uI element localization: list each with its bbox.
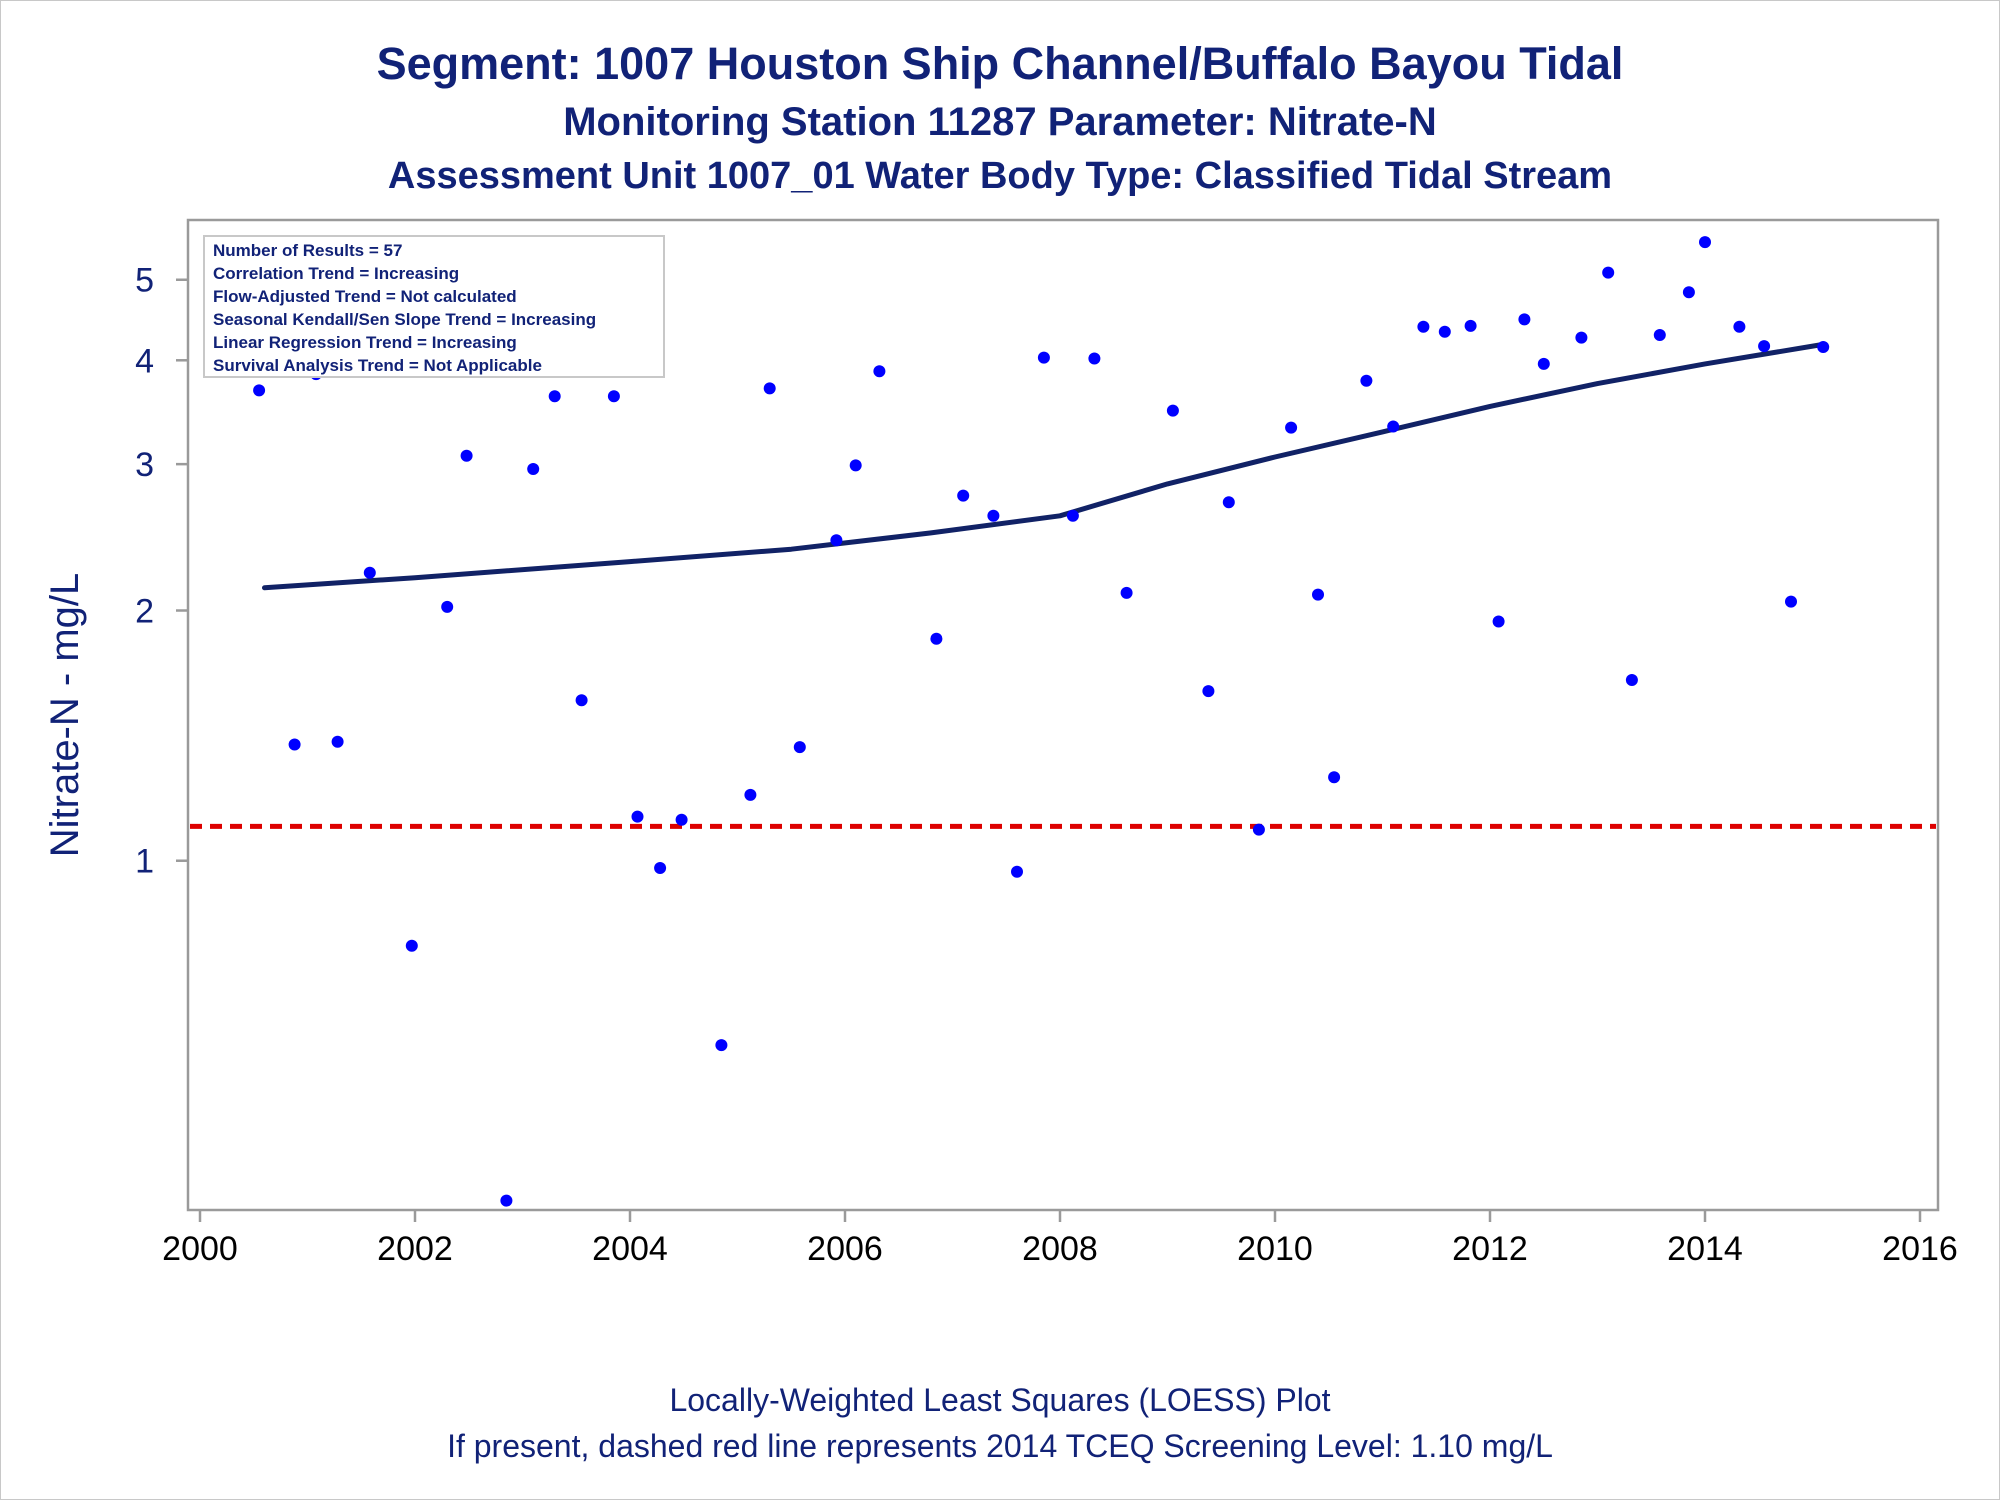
x-tick-label-2006: 2006: [807, 1230, 883, 1268]
data-point: [873, 365, 886, 378]
data-point: [987, 509, 1000, 522]
x-axis: 2000 2002 2004 2006 2008 2010 2012 2014 2016: [162, 1210, 1958, 1268]
data-point: [1492, 615, 1505, 628]
data-point: [1066, 509, 1079, 522]
data-point: [460, 449, 473, 462]
data-point: [288, 738, 301, 751]
x-tick-label-2002: 2002: [377, 1230, 453, 1268]
footnote-screening: If present, dashed red line represents 2…: [447, 1428, 1553, 1464]
data-point: [763, 382, 776, 395]
stats-line-flow-adjusted: Flow-Adjusted Trend = Not calculated: [213, 287, 517, 306]
data-point: [1733, 320, 1746, 333]
x-tick-label-2012: 2012: [1452, 1230, 1528, 1268]
data-point: [1653, 329, 1666, 341]
data-point: [1699, 236, 1711, 249]
data-point: [1785, 595, 1797, 608]
data-point: [1166, 404, 1179, 417]
data-point: [527, 463, 540, 475]
stats-line-linear-regression: Linear Regression Trend = Increasing: [213, 333, 517, 352]
loess-layer: [262, 341, 1826, 591]
data-point: [744, 788, 757, 801]
data-point: [654, 862, 667, 874]
data-point: [253, 384, 266, 397]
data-point: [1285, 421, 1298, 434]
y-tick-label-1: 1: [135, 843, 154, 881]
loess-trend-line: [262, 341, 1826, 591]
data-point: [631, 810, 644, 823]
data-point: [849, 459, 862, 472]
data-point: [715, 1039, 728, 1052]
y-tick-label-2: 2: [135, 593, 154, 631]
stats-box: Number of Results = 57 Correlation Trend…: [203, 235, 665, 378]
x-tick-label-2008: 2008: [1022, 1230, 1098, 1268]
footnote-loess: Locally-Weighted Least Squares (LOESS) P…: [669, 1382, 1331, 1418]
data-point: [1464, 319, 1477, 332]
data-point: [675, 813, 688, 826]
data-point: [405, 939, 418, 952]
data-point: [1537, 357, 1550, 370]
data-point: [575, 694, 588, 707]
x-tick-label-2004: 2004: [592, 1230, 668, 1268]
data-point: [1088, 352, 1101, 365]
data-point: [441, 600, 454, 613]
stats-line-results: Number of Results = 57: [213, 241, 402, 260]
stats-box-border: [203, 235, 665, 378]
y-axis: 1 2 3 4 5: [135, 262, 188, 881]
x-tick-label-2016: 2016: [1882, 1230, 1958, 1268]
data-point: [1120, 586, 1133, 599]
data-point: [331, 735, 344, 748]
data-point: [1682, 286, 1695, 299]
data-point: [1222, 496, 1235, 509]
data-point: [1011, 865, 1023, 878]
data-point: [548, 390, 561, 403]
x-tick-label-2014: 2014: [1667, 1230, 1743, 1268]
data-point: [1202, 685, 1215, 698]
stats-line-survival: Survival Analysis Trend = Not Applicable: [213, 356, 542, 375]
data-point: [500, 1194, 513, 1207]
data-points-layer: [253, 236, 1830, 1207]
data-point: [363, 566, 376, 579]
stats-line-correlation: Correlation Trend = Increasing: [213, 264, 459, 283]
data-point: [1328, 771, 1341, 784]
data-point: [930, 632, 943, 645]
y-tick-label-4: 4: [135, 342, 154, 380]
data-point: [607, 390, 620, 403]
x-tick-label-2000: 2000: [162, 1230, 238, 1268]
data-point: [1518, 313, 1531, 326]
data-point: [1360, 374, 1373, 387]
data-point: [957, 489, 970, 502]
stats-line-seasonal-kendall: Seasonal Kendall/Sen Slope Trend = Incre…: [213, 310, 596, 329]
data-point: [1387, 420, 1400, 433]
chart-subtitle-station: Monitoring Station 11287 Parameter: Nitr…: [563, 100, 1437, 144]
y-tick-label-5: 5: [135, 262, 154, 300]
data-point: [830, 534, 843, 547]
y-tick-label-3: 3: [135, 446, 154, 484]
x-tick-label-2010: 2010: [1237, 1230, 1313, 1268]
data-point: [1602, 266, 1615, 279]
data-point: [1417, 320, 1430, 333]
data-point: [1312, 588, 1324, 601]
chart-title: Segment: 1007 Houston Ship Channel/Buffa…: [376, 38, 1624, 89]
data-point: [1817, 341, 1830, 353]
y-axis-label: Nitrate-N - mg/L: [43, 573, 87, 858]
chart-subtitle-assessment: Assessment Unit 1007_01 Water Body Type:…: [387, 155, 1613, 197]
data-point: [793, 741, 806, 754]
data-point: [1037, 351, 1050, 364]
data-point: [1625, 674, 1638, 686]
data-point: [1438, 325, 1451, 338]
data-point: [1575, 331, 1588, 344]
plot-area-frame: [186, 218, 1940, 1212]
data-point: [1758, 340, 1771, 353]
data-point: [1252, 823, 1265, 836]
